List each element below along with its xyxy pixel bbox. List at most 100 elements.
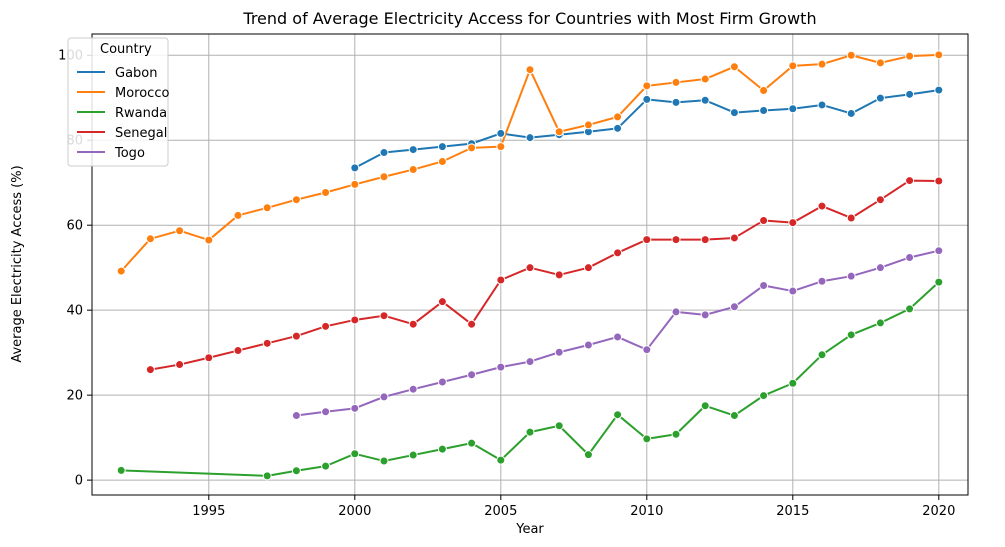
data-point-rwanda <box>613 410 623 420</box>
data-point-gabon <box>408 145 418 155</box>
data-point-togo <box>467 370 477 380</box>
data-point-senegal <box>408 319 418 329</box>
data-point-morocco <box>291 195 301 205</box>
data-point-senegal <box>934 176 944 186</box>
data-point-togo <box>291 411 301 421</box>
data-point-gabon <box>759 105 769 115</box>
data-point-gabon <box>671 97 681 107</box>
data-point-senegal <box>175 360 185 370</box>
data-point-togo <box>642 345 652 355</box>
data-point-morocco <box>145 234 155 244</box>
data-point-morocco <box>671 77 681 87</box>
data-point-rwanda <box>321 461 331 471</box>
data-point-rwanda <box>291 466 301 476</box>
data-point-gabon <box>700 95 710 105</box>
data-point-togo <box>321 407 331 417</box>
data-point-togo <box>905 252 915 262</box>
data-point-togo <box>875 263 885 273</box>
series-markers <box>116 50 944 481</box>
data-point-togo <box>613 332 623 342</box>
data-point-senegal <box>204 353 214 363</box>
data-point-morocco <box>613 112 623 122</box>
data-point-gabon <box>437 142 447 152</box>
data-point-rwanda <box>467 438 477 448</box>
data-point-gabon <box>525 133 535 143</box>
y-tick-label: 40 <box>66 304 83 319</box>
data-point-senegal <box>642 235 652 245</box>
data-point-morocco <box>934 50 944 60</box>
data-point-morocco <box>175 226 185 236</box>
data-point-senegal <box>321 321 331 331</box>
x-axis-label: Year <box>515 522 544 537</box>
data-point-gabon <box>788 104 798 114</box>
data-point-rwanda <box>729 411 739 421</box>
legend-title: Country <box>100 42 152 57</box>
data-point-togo <box>525 357 535 367</box>
data-point-rwanda <box>116 465 126 475</box>
legend-label: Gabon <box>115 66 158 81</box>
x-tick-label: 2000 <box>338 504 371 519</box>
data-point-rwanda <box>700 401 710 411</box>
data-point-rwanda <box>437 444 447 454</box>
x-tick-label: 2010 <box>630 504 663 519</box>
data-point-senegal <box>467 319 477 329</box>
data-point-rwanda <box>262 471 272 481</box>
legend-label: Morocco <box>115 86 169 101</box>
legend-label: Togo <box>114 146 145 161</box>
data-point-gabon <box>729 108 739 118</box>
x-tick-label: 2005 <box>484 504 517 519</box>
data-point-togo <box>437 377 447 387</box>
legend-item-senegal: Senegal <box>77 126 167 141</box>
data-point-morocco <box>116 266 126 276</box>
data-point-gabon <box>817 100 827 110</box>
data-point-rwanda <box>875 318 885 328</box>
x-axis: 1995 2000 2005 2010 2015 2020 <box>192 495 955 519</box>
data-point-rwanda <box>408 450 418 460</box>
data-point-togo <box>817 276 827 286</box>
data-point-gabon <box>613 123 623 133</box>
data-point-gabon <box>350 163 360 173</box>
data-point-rwanda <box>379 456 389 466</box>
legend-item-rwanda: Rwanda <box>77 106 167 121</box>
data-point-togo <box>729 302 739 312</box>
data-point-morocco <box>350 179 360 189</box>
legend-item-morocco: Morocco <box>77 86 169 101</box>
legend-label: Senegal <box>115 126 167 141</box>
data-point-morocco <box>875 58 885 68</box>
data-point-morocco <box>437 156 447 166</box>
data-point-senegal <box>233 346 243 356</box>
data-point-morocco <box>583 120 593 130</box>
data-point-togo <box>350 403 360 413</box>
y-axis-label: Average Electricity Access (%) <box>10 165 25 362</box>
data-point-morocco <box>204 235 214 245</box>
data-point-morocco <box>642 81 652 91</box>
data-point-senegal <box>291 331 301 341</box>
data-point-senegal <box>788 218 798 228</box>
data-point-senegal <box>846 213 856 223</box>
data-point-morocco <box>525 65 535 75</box>
data-point-senegal <box>379 311 389 321</box>
data-point-morocco <box>233 210 243 220</box>
data-point-togo <box>554 347 564 357</box>
data-point-senegal <box>437 297 447 307</box>
data-point-senegal <box>496 275 506 285</box>
legend: Country Gabon Morocco Rwanda Senegal Togo <box>67 37 169 167</box>
data-point-togo <box>788 286 798 296</box>
data-point-rwanda <box>583 450 593 460</box>
data-point-morocco <box>817 59 827 69</box>
data-point-rwanda <box>788 378 798 388</box>
data-point-morocco <box>759 86 769 96</box>
data-point-senegal <box>905 176 915 186</box>
data-point-togo <box>759 281 769 291</box>
legend-box <box>67 37 169 167</box>
data-point-gabon <box>846 108 856 118</box>
plot-area-frame <box>91 33 969 496</box>
data-point-morocco <box>467 143 477 153</box>
data-point-senegal <box>729 233 739 243</box>
data-point-gabon <box>875 93 885 103</box>
data-point-gabon <box>905 89 915 99</box>
y-tick-label: 60 <box>66 219 83 234</box>
legend-label: Rwanda <box>115 106 167 121</box>
data-point-morocco <box>379 172 389 182</box>
series-line-senegal <box>150 179 939 371</box>
